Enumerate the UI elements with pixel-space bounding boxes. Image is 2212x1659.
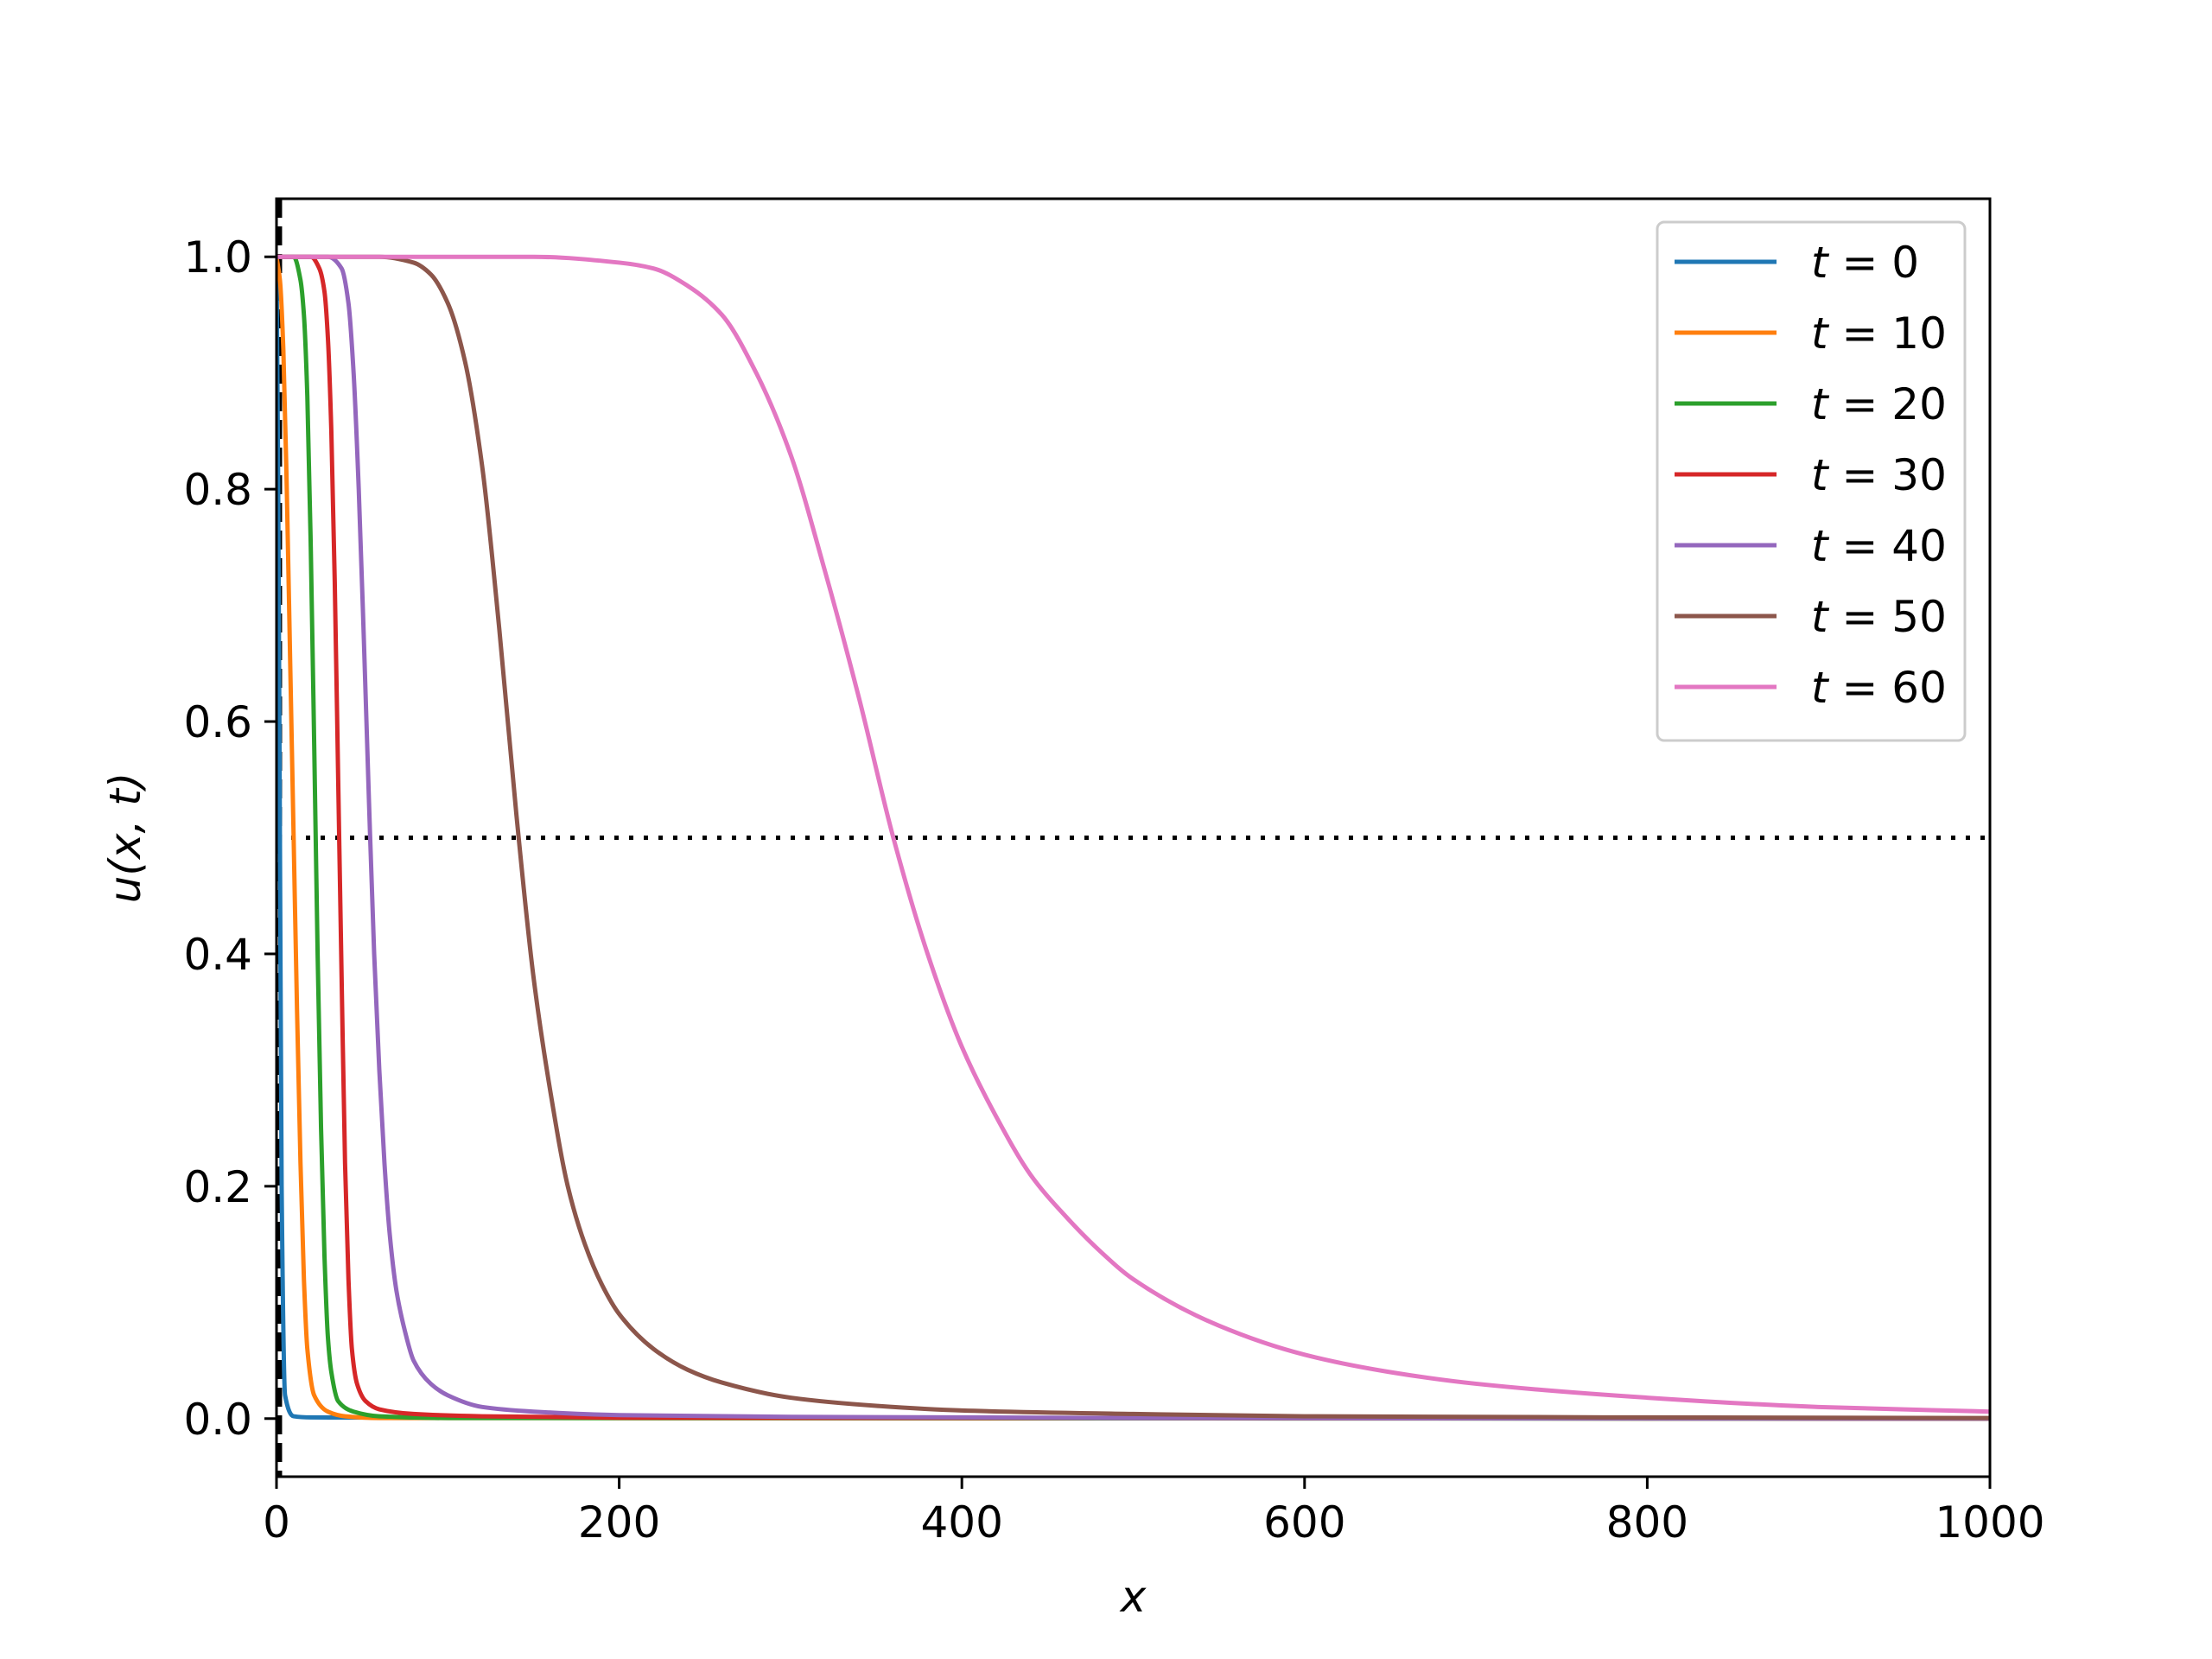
y-tick-label: 0.2 [183, 1162, 252, 1212]
plot-frame [275, 197, 1992, 1478]
y-tick-label: 0.8 [183, 465, 252, 515]
legend-entry-label: t = 0 [1811, 238, 1919, 288]
legend-box [1656, 220, 1967, 742]
legend-entry-label: t = 20 [1811, 379, 1947, 429]
x-tick-label: 800 [1606, 1497, 1688, 1548]
legend-entry-label: t = 30 [1811, 450, 1947, 500]
legend-entry-label: t = 50 [1811, 592, 1947, 642]
y-axis-label: u(x, t) [100, 772, 150, 904]
series-line-5 [276, 254, 1990, 1421]
series-lines [276, 254, 1990, 1421]
x-tick-label: 200 [578, 1497, 660, 1548]
legend: t = 0 t = 10 t = 20 t = 30 t = 40 t = 50 t = 6… [1656, 220, 1967, 742]
y-tick-label: 0.6 [183, 697, 252, 747]
x-tick-label: 0 [263, 1497, 290, 1548]
y-tick-label: 0.0 [183, 1395, 252, 1445]
legend-entry-label: t = 40 [1811, 521, 1947, 571]
series-line-4 [276, 254, 1990, 1421]
legend-entry-label: t = 10 [1811, 308, 1947, 359]
y-axis-ticks: 0.0 0.2 0.4 0.6 0.8 1.0 [183, 232, 276, 1445]
series-line-6 [276, 254, 1990, 1414]
legend-entry-label: t = 60 [1811, 663, 1947, 713]
x-axis-ticks: 0 200 400 600 800 1000 [263, 1477, 2045, 1548]
x-tick-label: 1000 [1935, 1497, 2044, 1548]
x-tick-label: 600 [1263, 1497, 1345, 1548]
x-axis-label: x [1119, 1572, 1147, 1622]
x-tick-label: 400 [920, 1497, 1002, 1548]
series-line-3 [276, 254, 1990, 1421]
y-tick-label: 1.0 [183, 232, 252, 283]
y-tick-label: 0.4 [183, 930, 252, 980]
